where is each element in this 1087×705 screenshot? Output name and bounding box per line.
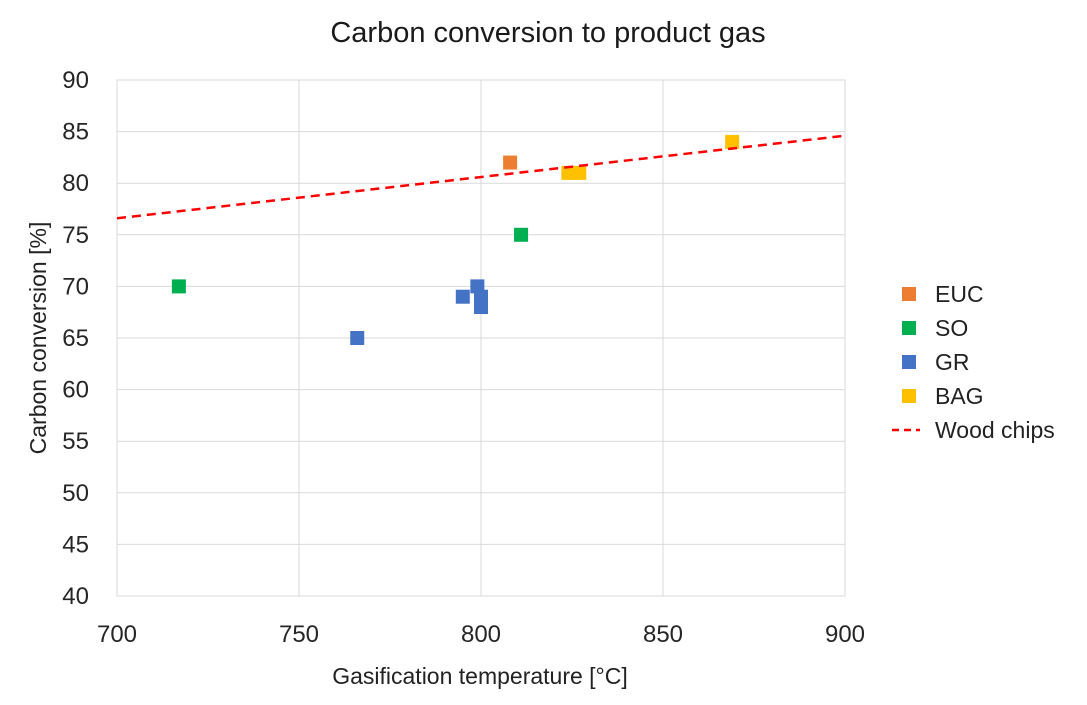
legend-label-so: SO — [935, 315, 968, 341]
legend-item-gr: GR — [902, 349, 970, 375]
y-tick-label-45: 45 — [62, 531, 89, 558]
series-so — [171, 227, 529, 294]
legend-swatch-gr — [902, 355, 916, 369]
y-tick-label-70: 70 — [62, 273, 89, 300]
y-tick-label-85: 85 — [62, 119, 89, 146]
x-tick-label-850: 850 — [643, 621, 683, 648]
y-axis-ticks: 40 45 50 55 60 65 70 75 80 85 90 — [62, 67, 89, 610]
y-tick-label-60: 60 — [62, 377, 89, 404]
legend: EUC SO GR BAG Wood chips — [892, 281, 1055, 443]
x-axis-label: Gasification temperature [°C] — [332, 663, 628, 689]
point-so-0 — [171, 279, 186, 294]
series-gr — [350, 279, 488, 345]
x-axis-ticks: 700 750 800 850 900 — [97, 621, 865, 648]
y-tick-label-40: 40 — [62, 583, 89, 610]
point-bag-1 — [572, 165, 587, 180]
series-layer — [116, 134, 846, 345]
y-tick-label-75: 75 — [62, 222, 89, 249]
plot-area — [116, 79, 846, 597]
legend-swatch-euc — [902, 287, 916, 301]
point-gr-4 — [474, 300, 488, 315]
y-axis-label: Carbon conversion [%] — [25, 222, 51, 455]
y-tick-label-55: 55 — [62, 428, 89, 455]
point-bag-0 — [561, 165, 576, 180]
legend-label-bag: BAG — [935, 383, 984, 409]
legend-item-wood-chips: Wood chips — [892, 417, 1055, 443]
x-tick-label-800: 800 — [461, 621, 501, 648]
gridlines — [116, 79, 846, 597]
legend-item-bag: BAG — [902, 383, 984, 409]
legend-swatch-bag — [902, 389, 916, 403]
series-bag — [561, 134, 740, 180]
trendline-wood-chips — [116, 134, 846, 220]
legend-label-wood-chips: Wood chips — [935, 417, 1055, 443]
point-so-1 — [514, 227, 529, 242]
point-gr-0 — [350, 331, 365, 345]
point-gr-1 — [455, 289, 470, 304]
x-tick-label-700: 700 — [97, 621, 137, 648]
plot-border — [116, 79, 846, 597]
x-tick-label-900: 900 — [825, 621, 865, 648]
point-bag-2 — [725, 134, 740, 149]
series-wood-chips — [116, 134, 846, 220]
legend-label-euc: EUC — [935, 281, 984, 307]
series-euc — [503, 155, 518, 170]
legend-swatch-so — [902, 321, 916, 335]
point-euc-0 — [503, 155, 518, 170]
chart-title: Carbon conversion to product gas — [330, 17, 765, 49]
y-tick-label-80: 80 — [62, 170, 89, 197]
legend-item-so: SO — [902, 315, 968, 341]
y-tick-label-90: 90 — [62, 67, 89, 94]
y-tick-label-50: 50 — [62, 480, 89, 507]
x-tick-label-750: 750 — [279, 621, 319, 648]
legend-item-euc: EUC — [902, 281, 984, 307]
y-tick-label-65: 65 — [62, 325, 89, 352]
legend-label-gr: GR — [935, 349, 970, 375]
